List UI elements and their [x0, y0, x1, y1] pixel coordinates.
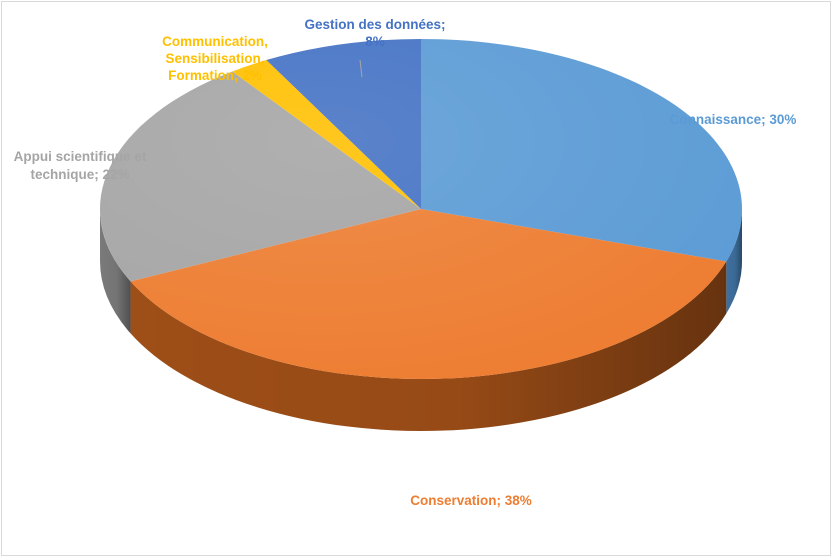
- data-label-conservation: Conservation; 38%: [410, 493, 532, 508]
- pie-tops: [100, 39, 742, 379]
- data-label-connaissance: Connaissance; 30%: [670, 112, 797, 127]
- pie-top-shine: [100, 39, 742, 379]
- data-label-communication-sensibilisation-formation: Communication, Sensibilisation, Formation;…: [162, 34, 268, 83]
